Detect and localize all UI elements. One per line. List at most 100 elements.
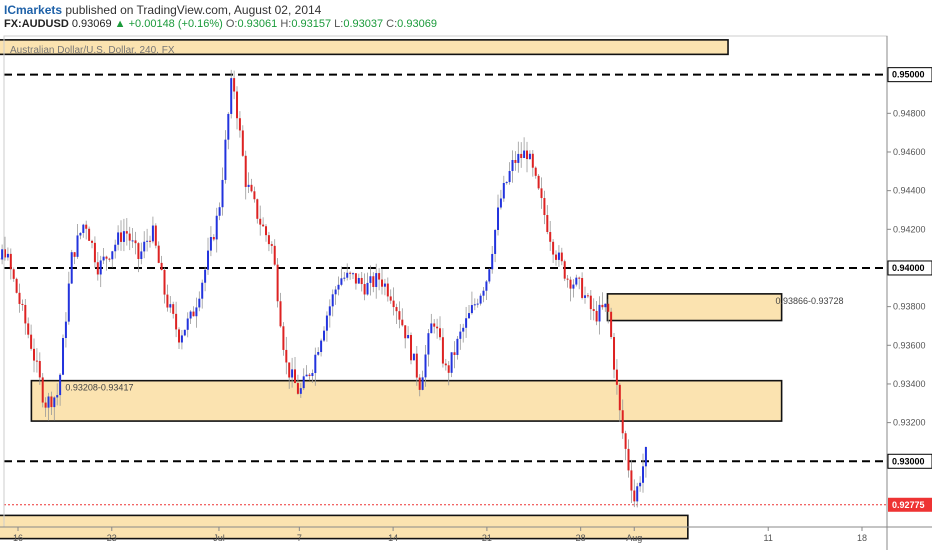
candle-down (633, 490, 636, 502)
candle-up (227, 113, 230, 140)
candle-up (557, 252, 560, 260)
candle-down (415, 353, 418, 378)
candle-down (134, 240, 137, 244)
candle-down (24, 304, 27, 324)
y-tick-label: 0.93600 (893, 340, 926, 350)
candle-down (125, 231, 128, 234)
level-tag-label: 0.95000 (892, 70, 925, 80)
candle-down (444, 363, 447, 366)
candle-down (436, 326, 439, 329)
candle-down (398, 311, 401, 320)
candle-down (615, 369, 618, 385)
candle-up (328, 306, 331, 316)
candle-up (383, 283, 386, 287)
candle-down (166, 294, 169, 308)
candle-down (441, 337, 444, 364)
candle-up (62, 338, 65, 375)
candle-down (610, 311, 613, 338)
candle-up (114, 244, 117, 252)
candle-down (154, 225, 157, 246)
x-tick-label: 14 (388, 533, 398, 543)
candle-down (233, 78, 236, 92)
candle-up (140, 251, 143, 259)
candle-up (209, 237, 212, 251)
candle-down (282, 326, 285, 350)
candle-up (1, 249, 4, 260)
candle-up (99, 260, 102, 275)
candle-down (395, 307, 398, 312)
candle-up (6, 253, 9, 258)
candle-down (386, 283, 389, 297)
candle-up (375, 273, 378, 287)
y-tick-label: 0.94800 (893, 108, 926, 118)
candle-up (247, 184, 250, 187)
candle-up (224, 139, 227, 180)
level-tag (887, 67, 932, 83)
candle-up (151, 225, 154, 242)
candle-down (33, 348, 36, 361)
candle-up (412, 353, 415, 361)
candle-down (578, 277, 581, 279)
candle-down (308, 374, 311, 377)
candle-up (479, 295, 482, 304)
candle-down (514, 160, 517, 163)
candle-up (230, 78, 233, 114)
symbol-label[interactable]: FX:AUDUSD (4, 18, 69, 30)
candle-down (555, 254, 558, 260)
candle-down (285, 349, 288, 363)
candle-up (189, 311, 192, 319)
candle-up (357, 277, 360, 284)
candle-up (497, 207, 500, 230)
candle-up (523, 150, 526, 159)
candle-up (644, 447, 647, 467)
candle-down (624, 433, 627, 449)
candle-up (508, 171, 511, 183)
candle-up (311, 373, 314, 377)
candle-down (160, 262, 163, 271)
candle-up (76, 235, 79, 257)
x-tick-label: 16 (13, 533, 23, 543)
publisher-name[interactable]: ICmarkets (4, 3, 63, 17)
candle-down (392, 300, 395, 308)
candle-up (169, 304, 172, 308)
candle-down (439, 328, 442, 338)
open-label: O: (225, 18, 238, 30)
candle-down (372, 276, 375, 287)
candle-up (302, 376, 305, 389)
candle-down (601, 304, 604, 308)
candle-up (430, 323, 433, 334)
candle-up (291, 369, 294, 378)
candle-down (21, 303, 24, 305)
candle-up (407, 334, 410, 339)
level-tag-label: 0.94000 (892, 263, 925, 273)
candle-up (502, 183, 505, 199)
x-tick-label: 11 (764, 533, 773, 543)
candle-up (450, 352, 453, 373)
candle-down (256, 199, 259, 219)
candle-down (381, 279, 384, 287)
candle-up (470, 305, 473, 314)
candle-up (505, 182, 508, 184)
candle-up (572, 284, 575, 289)
candle-up (604, 303, 607, 308)
candle-up (180, 335, 183, 343)
candle-down (267, 235, 270, 245)
candle-down (618, 384, 621, 411)
candle-up (131, 240, 134, 242)
candle-down (433, 323, 436, 327)
candle-down (453, 352, 456, 355)
candle-down (540, 188, 543, 199)
candle-down (401, 319, 404, 326)
candle-up (198, 298, 201, 308)
candle-down (613, 337, 616, 370)
candle-down (526, 150, 529, 160)
level-tag-label: 0.93000 (892, 456, 925, 466)
candle-down (520, 153, 523, 159)
close-value: 0.93069 (397, 18, 437, 30)
high-value: 0.93157 (291, 18, 332, 30)
x-tick-label: 23 (107, 533, 117, 543)
candle-down (262, 224, 265, 227)
candle-down (18, 292, 21, 304)
candle-up (331, 294, 334, 307)
